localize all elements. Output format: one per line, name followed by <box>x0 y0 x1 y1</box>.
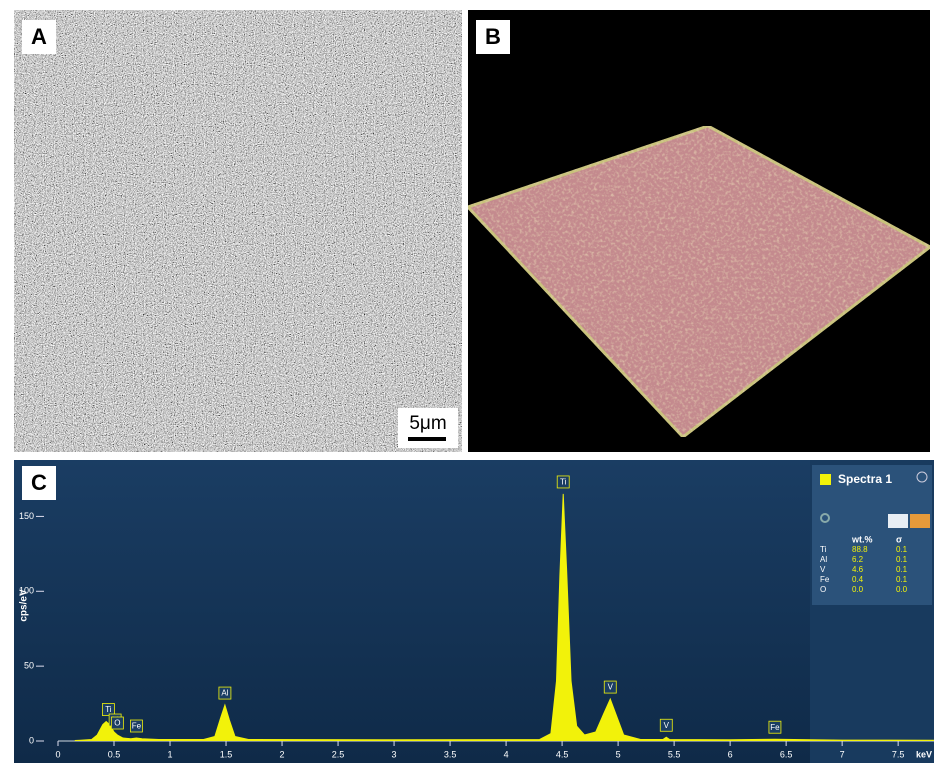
y-tick-label: 150 <box>19 511 34 521</box>
legend-cell: 0.0 <box>852 585 864 594</box>
figure: A 5μm B C 05010015000.511.522.533.544.55… <box>0 0 934 763</box>
legend-element: Ti <box>820 545 827 554</box>
legend-column: σ <box>896 534 902 544</box>
legend-name: Spectra 1 <box>838 472 892 486</box>
legend-cell: 4.6 <box>852 565 864 574</box>
x-tick-label: 1.5 <box>220 749 233 759</box>
x-tick-label: 0.5 <box>108 749 121 759</box>
x-tick-label: 2.5 <box>332 749 345 759</box>
view-button[interactable] <box>888 514 908 528</box>
legend-column: wt.% <box>851 534 873 544</box>
peak-label: O <box>114 719 120 728</box>
legend-cell: 0.0 <box>896 585 908 594</box>
peak-label: Ti <box>560 478 567 487</box>
x-tick-label: 7 <box>840 749 845 759</box>
legend-cell: 0.4 <box>852 575 864 584</box>
x-tick-label: 3.5 <box>444 749 457 759</box>
y-tick-label: 50 <box>24 661 34 671</box>
x-tick-label: 5 <box>616 749 621 759</box>
legend-element: O <box>820 585 826 594</box>
panel-label: C <box>31 470 47 495</box>
x-tick-label: 2 <box>280 749 285 759</box>
x-tick-label: 6 <box>728 749 733 759</box>
x-tick-label: 7.5 <box>892 749 905 759</box>
legend-swatch <box>820 474 831 485</box>
legend-cell: 0.1 <box>896 545 908 554</box>
x-tick-label: 4 <box>504 749 509 759</box>
peak-label: Al <box>221 689 228 698</box>
peak-label: Fe <box>132 722 142 731</box>
panel-label: B <box>485 24 501 49</box>
scale-label: 5μm <box>409 413 446 434</box>
x-tick-label: 1 <box>168 749 173 759</box>
peak-label: V <box>664 721 670 730</box>
x-axis-label: keV <box>916 749 932 759</box>
legend-element: Al <box>820 555 827 564</box>
peak-label: Fe <box>770 723 780 732</box>
x-tick-label: 6.5 <box>780 749 793 759</box>
spectrum-bg <box>14 460 934 763</box>
y-axis-label: cps/eV <box>19 589 30 622</box>
legend-element: V <box>820 565 826 574</box>
legend-cell: 6.2 <box>852 555 864 564</box>
x-tick-label: 3 <box>392 749 397 759</box>
x-tick-label: 5.5 <box>668 749 681 759</box>
legend-cell: 0.1 <box>896 555 908 564</box>
peak-label: V <box>608 683 614 692</box>
legend-cell: 0.1 <box>896 565 908 574</box>
legend-cell: 88.8 <box>852 545 868 554</box>
panel-label: A <box>31 24 47 49</box>
y-tick-label: 0 <box>29 735 34 745</box>
legend-cell: 0.1 <box>896 575 908 584</box>
peak-label: Ti <box>105 705 112 714</box>
percent-button[interactable] <box>910 514 930 528</box>
page: A 5μm B C 05010015000.511.522.533.544.55… <box>0 0 934 763</box>
x-tick-label: 4.5 <box>556 749 569 759</box>
legend-element: Fe <box>820 575 830 584</box>
scale-bar <box>408 437 446 441</box>
x-tick-label: 0 <box>55 749 60 759</box>
sem-texture <box>14 10 462 452</box>
